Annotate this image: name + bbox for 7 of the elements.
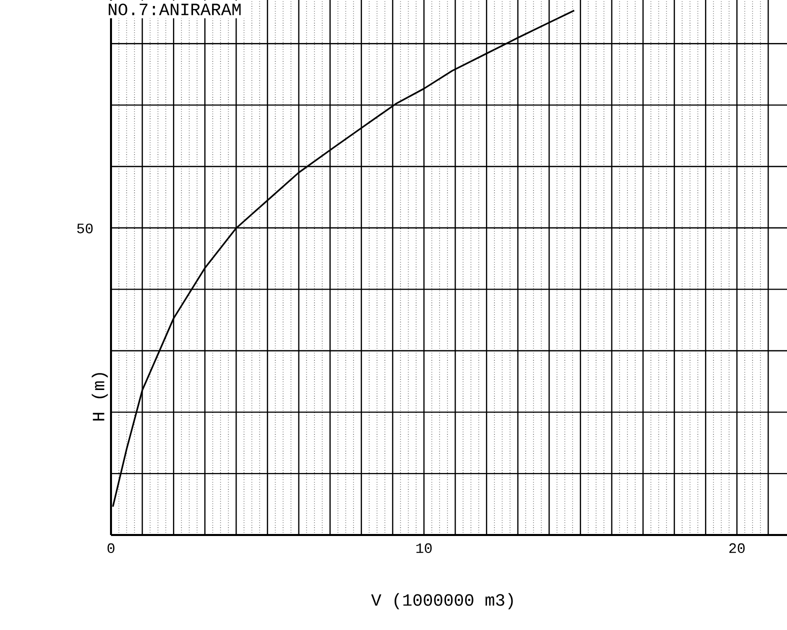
chart-title: NO.7:ANIRARAM	[108, 4, 241, 16]
x-tick-label: 10	[416, 543, 432, 554]
y-axis-title: H (m)	[92, 373, 108, 420]
text: 50	[77, 224, 93, 234]
x-axis-title: V (1000000 m3)	[371, 593, 513, 610]
x-tick-label: 20	[729, 543, 745, 554]
x-tick-label: 0	[108, 543, 114, 554]
